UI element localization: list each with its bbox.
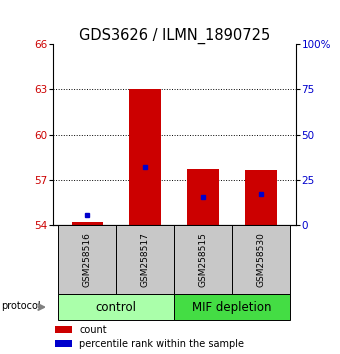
Bar <box>58 294 174 320</box>
Title: GDS3626 / ILMN_1890725: GDS3626 / ILMN_1890725 <box>79 28 270 44</box>
Text: GSM258517: GSM258517 <box>141 232 150 287</box>
Bar <box>58 225 116 294</box>
Text: MIF depletion: MIF depletion <box>192 301 272 314</box>
Bar <box>55 326 72 333</box>
Bar <box>187 169 219 225</box>
Text: GSM258515: GSM258515 <box>199 232 208 287</box>
Bar <box>174 294 290 320</box>
Bar <box>232 225 290 294</box>
Text: count: count <box>80 325 107 335</box>
Text: GSM258516: GSM258516 <box>83 232 92 287</box>
Bar <box>116 225 174 294</box>
Bar <box>71 222 103 225</box>
Bar <box>55 340 72 347</box>
Text: control: control <box>96 301 137 314</box>
Text: protocol: protocol <box>1 301 41 311</box>
Text: GSM258530: GSM258530 <box>257 232 266 287</box>
Bar <box>130 89 161 225</box>
Text: percentile rank within the sample: percentile rank within the sample <box>80 338 244 349</box>
Bar <box>245 170 277 225</box>
Bar <box>174 225 232 294</box>
